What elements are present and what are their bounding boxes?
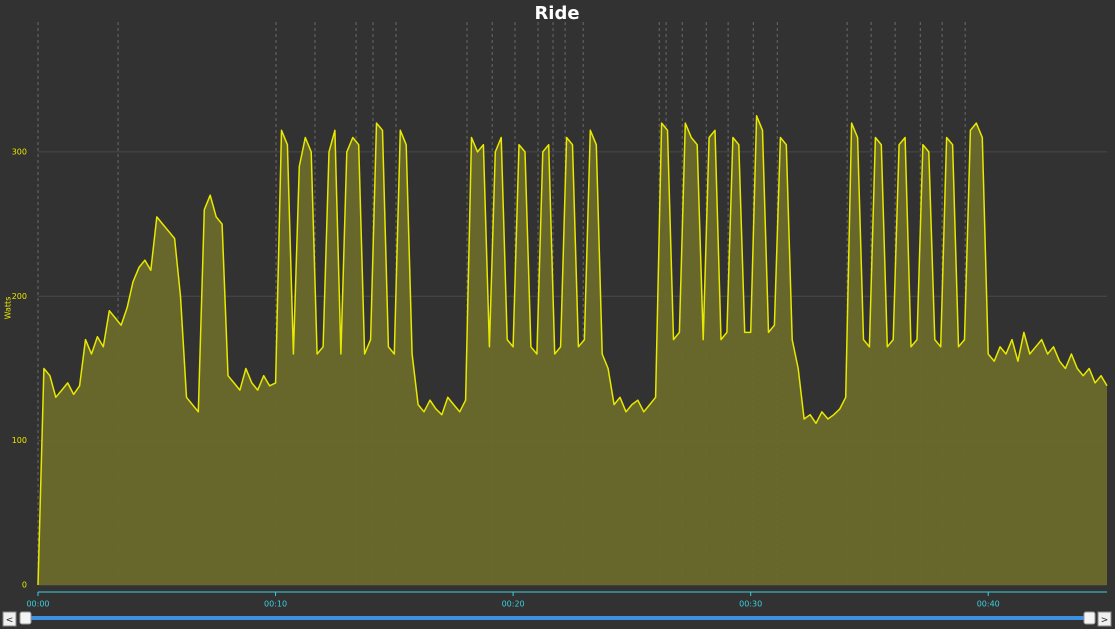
- x-tick-label: 00:20: [502, 600, 525, 609]
- x-tick-label: 00:40: [977, 600, 1000, 609]
- scrollbar: < >: [2, 611, 1112, 627]
- scroll-left-label[interactable]: <: [6, 616, 14, 626]
- y-axis-label: Watts: [4, 297, 13, 320]
- x-tick-label: 00:30: [739, 600, 762, 609]
- y-tick-label: 200: [12, 292, 27, 301]
- chart-title: Ride: [534, 3, 579, 24]
- x-tick-label: 00:00: [26, 600, 49, 609]
- y-tick-label: 300: [12, 147, 27, 156]
- scroll-right-button[interactable]: [1097, 611, 1112, 627]
- line: [37, 115, 1108, 586]
- y-tick-label: 100: [12, 436, 27, 445]
- x-tick-label: 00:10: [264, 600, 287, 609]
- scroll-handle-right[interactable]: [1083, 611, 1096, 625]
- scroll-right-label[interactable]: >: [1101, 616, 1109, 626]
- scroll-left-button[interactable]: [2, 611, 17, 627]
- scroll-handle-left[interactable]: [19, 611, 32, 625]
- area: [38, 115, 1107, 586]
- scroll-track[interactable]: [20, 616, 1095, 620]
- y-tick-label: 0: [22, 581, 27, 590]
